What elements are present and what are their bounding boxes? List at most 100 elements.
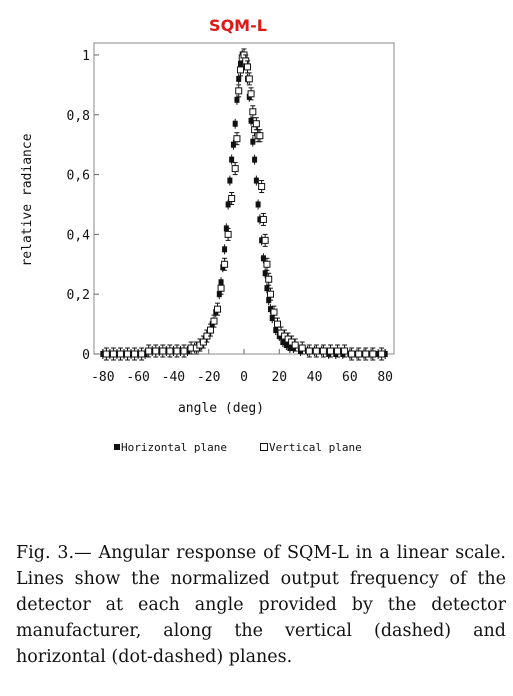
y-tick-label: 0,4	[67, 228, 91, 243]
chart: SQM-L -80 -60 -40 -20 0 20 40 60 80 0 0,2 0,4 0,6 0,…	[20, 16, 395, 454]
vertical-point	[291, 341, 299, 349]
x-tick-label: 20	[271, 370, 287, 385]
horizontal-point	[259, 237, 265, 244]
horizontal-point	[156, 348, 162, 355]
horizontal-point	[107, 351, 113, 357]
vertical-point	[166, 347, 174, 355]
horizontal-point	[375, 351, 381, 357]
horizontal-point	[222, 246, 228, 253]
x-axis: -80 -60 -40 -20 0 20 40 60 80	[91, 349, 393, 385]
horizontal-point	[260, 255, 266, 262]
vertical-point	[258, 183, 266, 191]
y-tick-label: 0,8	[67, 109, 90, 124]
y-tick-label: 0,2	[67, 288, 90, 303]
vertical-point	[274, 320, 282, 328]
vertical-point	[145, 347, 153, 355]
x-tick-label: -40	[162, 370, 185, 385]
horizontal-point	[227, 177, 233, 184]
horizontal-point	[232, 120, 238, 127]
x-tick-label: -60	[126, 370, 149, 385]
horizontal-point	[163, 348, 169, 355]
vertical-point	[206, 326, 214, 334]
horizontal-point	[229, 156, 235, 163]
vertical-point	[263, 260, 271, 268]
vertical-point	[180, 347, 188, 355]
x-tick-label: -80	[91, 370, 114, 385]
vertical-point	[249, 108, 257, 116]
horizontal-point	[114, 351, 120, 357]
vertical-point	[116, 350, 124, 358]
vertical-point	[228, 195, 236, 202]
legend-marker-horizontal	[114, 444, 120, 450]
horizontal-plane-series	[100, 49, 388, 359]
vertical-point	[236, 66, 244, 74]
horizontal-point	[264, 285, 270, 292]
legend-label-vertical: Vertical plane	[269, 441, 362, 454]
vertical-point	[221, 260, 229, 268]
vertical-point	[259, 215, 267, 223]
horizontal-point	[230, 141, 236, 148]
vertical-point	[252, 120, 260, 128]
horizontal-point	[253, 177, 259, 184]
vertical-point	[124, 350, 132, 358]
horizontal-point	[248, 117, 254, 124]
vertical-point	[233, 135, 241, 143]
horizontal-point	[128, 351, 134, 357]
y-axis: 0 0,2 0,4 0,6 0,8 1	[67, 49, 99, 363]
vertical-point	[334, 347, 342, 355]
x-axis-label: angle (deg)	[178, 401, 264, 416]
vertical-point	[210, 317, 218, 325]
vertical-point	[378, 350, 386, 358]
vertical-point	[247, 90, 255, 98]
vertical-point	[261, 236, 269, 244]
vertical-point	[152, 347, 160, 355]
vertical-point	[270, 308, 278, 316]
vertical-point	[214, 305, 222, 313]
vertical-point	[173, 347, 181, 355]
x-tick-label: 80	[377, 370, 393, 385]
horizontal-point	[149, 348, 155, 355]
vertical-point	[224, 230, 232, 238]
vertical-point	[131, 350, 139, 358]
vertical-point	[256, 132, 264, 140]
horizontal-point	[185, 348, 191, 355]
legend: Horizontal plane Vertical plane	[114, 441, 362, 454]
horizontal-point	[100, 351, 106, 357]
x-tick-label: 40	[307, 370, 323, 385]
horizontal-point	[170, 348, 176, 355]
plot-frame	[93, 42, 395, 355]
chart-title: SQM-L	[209, 16, 267, 35]
horizontal-point	[121, 351, 127, 357]
vertical-point	[298, 344, 306, 352]
x-tick-label: 0	[240, 370, 248, 385]
y-tick-label: 1	[82, 49, 90, 64]
vertical-point	[355, 350, 363, 358]
figure-caption: Fig. 3.— Angular response of SQM-L in a …	[16, 543, 506, 667]
vertical-point	[266, 290, 274, 298]
vertical-point	[231, 165, 239, 173]
x-tick-label: -20	[197, 370, 220, 385]
horizontal-point	[382, 351, 388, 357]
y-tick-label: 0	[82, 348, 90, 363]
horizontal-point	[262, 270, 268, 277]
y-axis-label: relative radiance	[20, 133, 35, 266]
horizontal-point	[135, 351, 141, 357]
horizontal-point	[236, 75, 242, 82]
vertical-point	[244, 63, 252, 71]
vertical-point	[265, 275, 273, 283]
vertical-point	[102, 350, 110, 358]
horizontal-point	[267, 306, 273, 313]
vertical-point	[326, 347, 334, 355]
vertical-point	[312, 347, 320, 355]
vertical-point	[245, 75, 253, 83]
horizontal-point	[234, 96, 240, 103]
vertical-point	[319, 347, 327, 355]
x-tick-label: 60	[342, 370, 358, 385]
vertical-point	[109, 350, 117, 358]
vertical-point	[138, 350, 146, 358]
vertical-plane-series	[102, 48, 386, 361]
vertical-point	[341, 347, 349, 355]
vertical-point	[235, 87, 243, 95]
y-tick-label: 0,6	[67, 169, 90, 184]
vertical-point	[159, 347, 167, 355]
